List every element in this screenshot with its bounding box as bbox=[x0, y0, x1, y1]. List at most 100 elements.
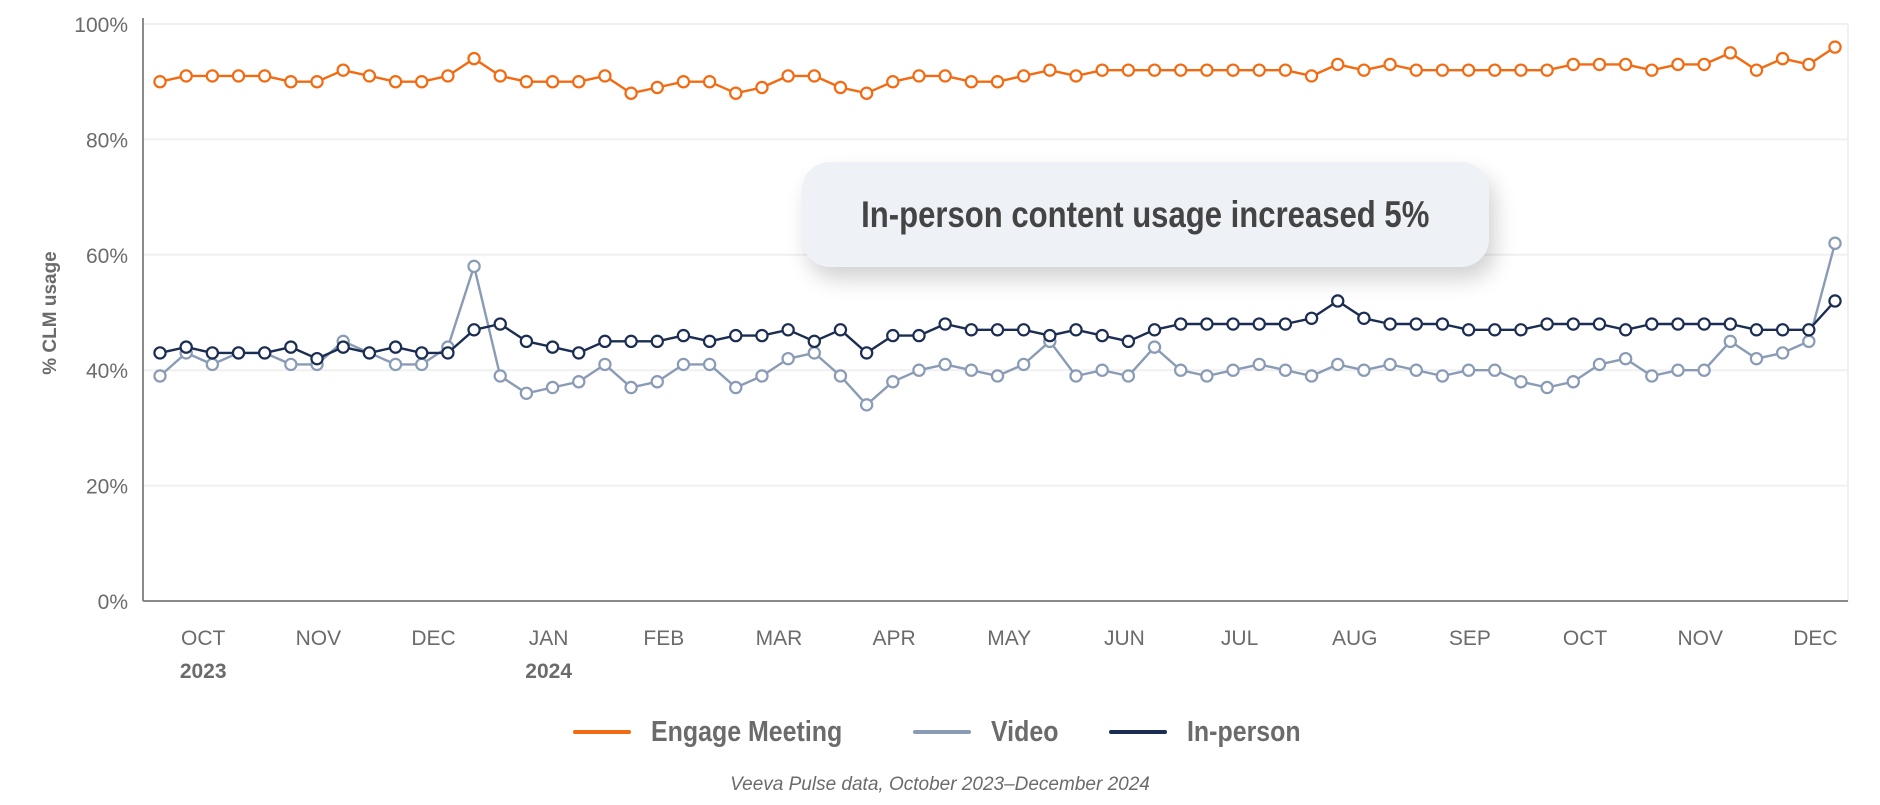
data-point[interactable] bbox=[1749, 63, 1764, 77]
data-point[interactable] bbox=[807, 334, 821, 349]
data-point[interactable] bbox=[415, 357, 429, 372]
data-point[interactable] bbox=[1488, 323, 1502, 337]
data-point[interactable] bbox=[493, 369, 507, 383]
data-point[interactable] bbox=[205, 357, 220, 372]
data-point[interactable] bbox=[1671, 363, 1685, 377]
data-point[interactable] bbox=[938, 69, 952, 83]
data-point[interactable] bbox=[336, 340, 350, 354]
data-point[interactable] bbox=[1226, 363, 1240, 377]
data-point[interactable] bbox=[1304, 311, 1319, 325]
data-point[interactable] bbox=[1226, 317, 1240, 331]
data-point[interactable] bbox=[1016, 323, 1031, 337]
data-point[interactable] bbox=[231, 69, 246, 83]
data-point[interactable] bbox=[938, 357, 952, 372]
data-point[interactable] bbox=[1200, 317, 1214, 331]
data-point[interactable] bbox=[310, 351, 324, 366]
data-point[interactable] bbox=[729, 86, 743, 100]
data-point[interactable] bbox=[1174, 63, 1188, 77]
data-point[interactable] bbox=[1671, 57, 1685, 72]
data-point[interactable] bbox=[1435, 369, 1450, 383]
data-point[interactable] bbox=[545, 74, 560, 89]
data-point[interactable] bbox=[990, 323, 1005, 337]
data-point[interactable] bbox=[519, 334, 534, 349]
data-point[interactable] bbox=[153, 369, 167, 383]
data-point[interactable] bbox=[755, 369, 769, 383]
data-point[interactable] bbox=[1174, 317, 1188, 331]
data-point[interactable] bbox=[1645, 369, 1659, 383]
data-point[interactable] bbox=[1540, 380, 1554, 395]
data-point[interactable] bbox=[1828, 40, 1842, 54]
data-point[interactable] bbox=[912, 69, 926, 83]
data-point[interactable] bbox=[1069, 323, 1083, 337]
data-point[interactable] bbox=[1043, 63, 1057, 77]
data-point[interactable] bbox=[1488, 63, 1502, 77]
data-point[interactable] bbox=[598, 334, 612, 349]
data-point[interactable] bbox=[833, 80, 848, 95]
data-point[interactable] bbox=[1121, 334, 1136, 349]
data-point[interactable] bbox=[467, 259, 481, 274]
data-point[interactable] bbox=[755, 328, 769, 343]
data-point[interactable] bbox=[886, 74, 900, 89]
data-point[interactable] bbox=[729, 380, 743, 395]
data-point[interactable] bbox=[729, 328, 743, 343]
data-point[interactable] bbox=[1095, 328, 1109, 343]
data-point[interactable] bbox=[990, 369, 1005, 383]
legend-item-video[interactable]: Video bbox=[912, 716, 1058, 749]
data-point[interactable] bbox=[1304, 369, 1319, 383]
data-point[interactable] bbox=[1383, 317, 1397, 331]
data-point[interactable] bbox=[1775, 51, 1790, 66]
data-point[interactable] bbox=[1174, 363, 1188, 377]
data-point[interactable] bbox=[257, 69, 272, 83]
data-point[interactable] bbox=[781, 69, 795, 83]
data-point[interactable] bbox=[1357, 363, 1371, 377]
data-point[interactable] bbox=[1514, 375, 1528, 389]
data-point[interactable] bbox=[886, 375, 900, 389]
data-point[interactable] bbox=[1147, 340, 1162, 354]
data-point[interactable] bbox=[650, 80, 664, 95]
data-point[interactable] bbox=[1723, 334, 1738, 349]
data-point[interactable] bbox=[572, 74, 586, 89]
data-point[interactable] bbox=[1069, 369, 1083, 383]
data-point[interactable] bbox=[859, 86, 874, 100]
data-point[interactable] bbox=[807, 346, 821, 360]
data-point[interactable] bbox=[441, 69, 455, 83]
data-point[interactable] bbox=[545, 340, 560, 354]
data-point[interactable] bbox=[1618, 57, 1633, 72]
data-point[interactable] bbox=[231, 346, 246, 360]
data-point[interactable] bbox=[912, 328, 926, 343]
data-point[interactable] bbox=[467, 51, 481, 66]
data-point[interactable] bbox=[676, 328, 691, 343]
data-point[interactable] bbox=[755, 80, 769, 95]
data-point[interactable] bbox=[1592, 57, 1607, 72]
data-point[interactable] bbox=[1331, 357, 1345, 372]
data-point[interactable] bbox=[1147, 63, 1162, 77]
data-point[interactable] bbox=[624, 86, 638, 100]
data-point[interactable] bbox=[415, 74, 429, 89]
data-point[interactable] bbox=[1566, 375, 1580, 389]
data-point[interactable] bbox=[1461, 63, 1476, 77]
data-point[interactable] bbox=[964, 363, 979, 377]
data-point[interactable] bbox=[964, 74, 979, 89]
legend-item-engage-meeting[interactable]: Engage Meeting bbox=[572, 716, 861, 749]
data-point[interactable] bbox=[1618, 323, 1633, 337]
data-point[interactable] bbox=[1200, 63, 1214, 77]
data-point[interactable] bbox=[1095, 363, 1109, 377]
data-point[interactable] bbox=[1278, 363, 1293, 377]
data-point[interactable] bbox=[1383, 57, 1397, 72]
data-point[interactable] bbox=[415, 346, 429, 360]
data-point[interactable] bbox=[1200, 369, 1214, 383]
data-point[interactable] bbox=[1016, 357, 1031, 372]
data-point[interactable] bbox=[781, 351, 795, 366]
data-point[interactable] bbox=[441, 346, 455, 360]
data-point[interactable] bbox=[598, 69, 612, 83]
data-point[interactable] bbox=[1278, 63, 1293, 77]
data-point[interactable] bbox=[1252, 63, 1266, 77]
data-point[interactable] bbox=[1802, 334, 1816, 349]
data-point[interactable] bbox=[493, 69, 507, 83]
data-point[interactable] bbox=[388, 74, 403, 89]
data-point[interactable] bbox=[1331, 57, 1345, 72]
data-point[interactable] bbox=[859, 398, 874, 412]
data-point[interactable] bbox=[1226, 63, 1240, 77]
data-point[interactable] bbox=[572, 346, 586, 360]
data-point[interactable] bbox=[1461, 363, 1476, 377]
